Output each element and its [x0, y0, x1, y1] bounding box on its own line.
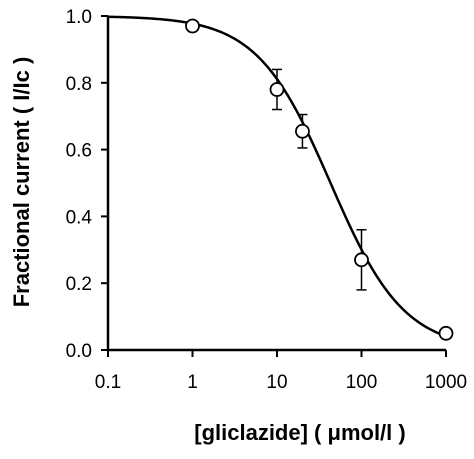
axes — [101, 15, 447, 357]
fit-curve — [107, 15, 447, 338]
x-tick-label: 10 — [266, 372, 287, 393]
y-tick-label: 0.4 — [66, 207, 93, 228]
x-tick-label: 1000 — [425, 372, 467, 393]
y-axis-title: Fractional current ( I/Ic ) — [9, 57, 34, 308]
data-point — [185, 18, 200, 34]
data-point — [438, 325, 454, 341]
data-point — [269, 82, 285, 97]
y-tick-label: 0.8 — [66, 74, 92, 95]
y-tick-label: 0.0 — [66, 341, 92, 362]
y-tick-label: 0.6 — [66, 141, 92, 162]
x-tick-label: 0.1 — [95, 372, 121, 393]
y-tick-label: 1.0 — [66, 7, 92, 28]
x-tick-label: 1 — [187, 372, 198, 393]
data-points — [185, 18, 454, 341]
tick-labels: 0.0 0.2 0.4 0.6 0.8 1.0 0.1 1 10 100 1000 — [66, 7, 468, 393]
x-axis-title: [gliclazide] ( μmol/l ) — [194, 420, 405, 445]
fit-curve-layer — [107, 15, 447, 338]
x-tick-label: 100 — [346, 372, 378, 393]
error-bars — [272, 68, 367, 291]
data-point — [354, 252, 369, 268]
data-point — [295, 123, 310, 139]
y-tick-label: 0.2 — [66, 274, 92, 295]
